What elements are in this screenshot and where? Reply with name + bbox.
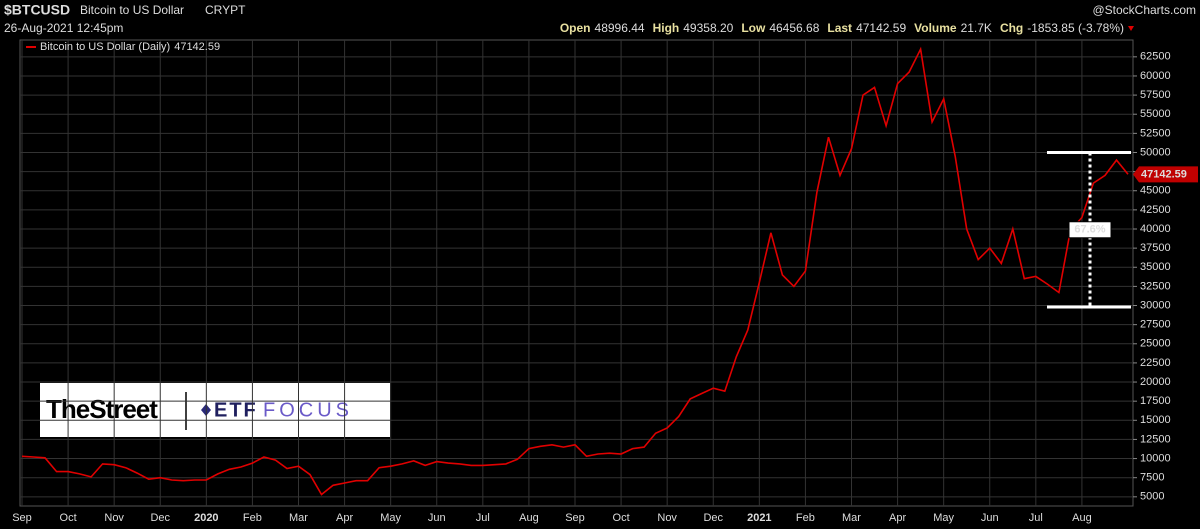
y-tick-label: 17500 [1140,395,1171,407]
quote-label: Chg [1000,21,1023,35]
x-tick-label: May [933,512,954,524]
range-label-box [1068,221,1112,239]
y-tick-label: 30000 [1140,299,1171,311]
symbol: $BTCUSD [4,2,70,18]
x-tick-label: Aug [519,512,539,524]
y-tick-label: 50000 [1140,146,1171,158]
price-line [21,46,1129,496]
x-tick-label: Dec [703,512,723,524]
quote: Open 48996.44 High 49358.20 Low 46456.68 Last 4… [560,21,1124,35]
y-tick-label: 15000 [1140,414,1171,426]
legend-value: 47142.59 [174,41,220,53]
y-tick-label: 20000 [1140,376,1171,388]
last-price-tag [1133,166,1198,183]
instrument-name: Bitcoin to US Dollar [80,3,184,17]
x-tick-label: Feb [796,512,815,524]
quote-value: 21.7K [961,21,992,35]
logo-background [40,383,390,437]
y-tick-label: 45000 [1140,185,1171,197]
y-tick-label: 37500 [1140,242,1171,254]
x-tick-label: Sep [12,512,32,524]
y-tick-label: 62500 [1140,51,1171,63]
quote-value: 47142.59 [856,21,906,35]
x-tick-label: Oct [613,512,630,524]
x-tick-label: Jun [981,512,999,524]
quote-label: Open [560,21,591,35]
x-tick-label: Mar [289,512,308,524]
quote-value: 46456.68 [769,21,819,35]
x-tick-label: Dec [150,512,170,524]
y-tick-label: 42500 [1140,204,1171,216]
x-tick-label: Nov [104,512,124,524]
y-tick-label: 35000 [1140,261,1171,273]
logo-focus: FOCUS [263,399,353,421]
legend: Bitcoin to US Dollar (Daily) 47142.59 [40,41,220,53]
y-tick-label: 25000 [1140,338,1171,350]
y-tick-label: 22500 [1140,357,1171,369]
x-tick-label: 2021 [747,512,771,524]
x-tick-label: Jun [428,512,446,524]
logo-thestreet: TheStreet [46,394,158,424]
quote-label: Last [827,21,852,35]
y-tick-label: 7500 [1140,472,1164,484]
y-tick-label: 52500 [1140,127,1171,139]
x-tick-label: Jul [1029,512,1043,524]
x-tick-label: Feb [243,512,262,524]
y-tick-label: 10000 [1140,452,1171,464]
y-tick-label: 12500 [1140,433,1171,445]
range-label: 67.6% [1074,224,1105,236]
x-tick-label: Aug [1072,512,1092,524]
x-tick-label: Oct [60,512,77,524]
y-tick-label: 32500 [1140,280,1171,292]
y-tick-label: 5000 [1140,491,1164,503]
x-tick-label: Apr [889,512,906,524]
y-tick-label: 40000 [1140,223,1171,235]
last-price-label: 47142.59 [1141,168,1187,180]
source: @StockCharts.com [1092,3,1196,17]
quote-label: High [653,21,680,35]
quote-value: 49358.20 [683,21,733,35]
quote-value: 48996.44 [595,21,645,35]
x-tick-label: Mar [842,512,861,524]
quote-value: -1853.85 (-3.78%) [1027,21,1124,35]
logo-box: TheStreet ETF FOCUS [40,383,390,437]
legend-name: Bitcoin to US Dollar (Daily) [40,41,170,53]
x-tick-label: Jul [476,512,490,524]
x-tick-label: Nov [657,512,677,524]
y-tick-label: 60000 [1140,70,1171,82]
quote-label: Low [741,21,766,35]
down-arrow [1128,26,1134,31]
y-tick-label: 55000 [1140,108,1171,120]
x-tick-label: Sep [565,512,585,524]
exchange: CRYPT [205,3,246,17]
date: 26-Aug-2021 12:45pm [4,21,123,35]
y-tick-label: 27500 [1140,319,1171,331]
x-tick-label: May [380,512,401,524]
x-tick-label: 2020 [194,512,218,524]
logo-etf: ETF [214,399,258,421]
quote-label: Volume [914,21,957,35]
x-tick-label: Apr [336,512,353,524]
y-tick-label: 57500 [1140,89,1171,101]
